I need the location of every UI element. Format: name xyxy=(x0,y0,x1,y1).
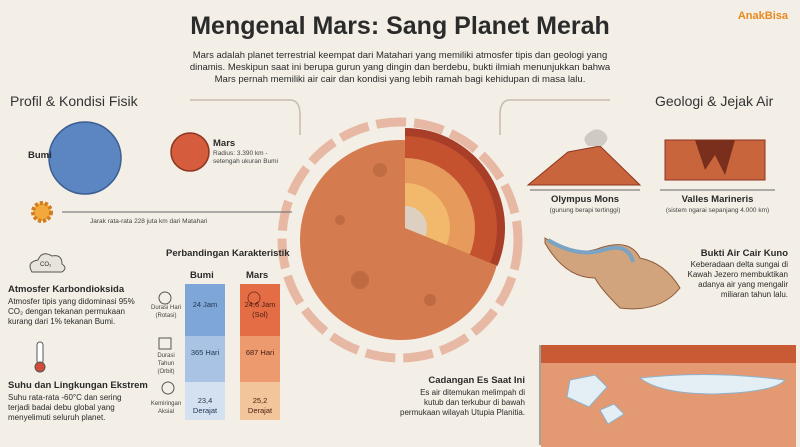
label: Bumi xyxy=(28,150,52,161)
connector xyxy=(190,99,301,135)
crater xyxy=(373,163,387,177)
caption: (sistem ngarai sepanjang 4.000 km) xyxy=(665,207,770,214)
thermometer-bulb xyxy=(34,361,46,373)
table-cell: 687 Hari xyxy=(245,348,275,357)
item-title: Atmosfer Karbondioksida xyxy=(8,284,125,295)
row-label: Kemiringan Aksial xyxy=(150,401,182,415)
item-title: Cadangan Es Saat Ini xyxy=(428,375,525,386)
row-label: Durasi Hari (Rotasi) xyxy=(150,305,181,319)
table-cell: 23,4 Derajat xyxy=(192,396,218,415)
mars-cell xyxy=(240,382,280,420)
item-text: Es air ditemukan melimpah di kutub dan t… xyxy=(400,388,525,417)
title: Mengenal Mars: Sang Planet Merah xyxy=(190,12,610,40)
bumi-cell xyxy=(185,284,225,336)
item-title: Valles Marineris xyxy=(681,194,754,205)
ice-chunk xyxy=(599,403,625,425)
item-text: Atmosfer tipis yang didominasi 95% CO₂ d… xyxy=(8,297,135,326)
caption: Jarak rata-rata 228 juta km dari Matahar… xyxy=(90,218,208,225)
thermometer xyxy=(36,341,44,365)
icon-label: CO₂ xyxy=(40,262,52,268)
caption: Radius: 3.390 km - setengah ukuran Bumi xyxy=(213,150,279,165)
earth-circle xyxy=(48,121,122,195)
clock-icon xyxy=(158,291,172,305)
ice-chunk xyxy=(566,374,608,408)
canyon xyxy=(695,140,735,175)
bumi-cell xyxy=(185,336,225,382)
caption: (gunung berapi tertinggi) xyxy=(549,207,621,214)
calendar-icon xyxy=(158,337,172,350)
table-title: Perbandingan Karakteristik xyxy=(166,248,290,259)
mars-cell xyxy=(240,336,280,382)
item-title: Bukti Air Cair Kuno xyxy=(700,248,788,259)
intro: Mars adalah planet terrestrial keempat d… xyxy=(189,50,611,85)
delta-illustration xyxy=(544,237,681,310)
table-cell: 365 Hari xyxy=(190,348,220,357)
row-label: Durasi Tahun (Orbit) xyxy=(157,353,175,375)
sun-icon xyxy=(31,201,53,223)
co2-cloud xyxy=(29,253,66,273)
bumi-cell xyxy=(185,382,225,420)
mars-cell xyxy=(240,284,280,336)
crater xyxy=(351,271,369,289)
label: Mars xyxy=(213,138,236,149)
logo: AnakBisa xyxy=(737,10,788,22)
smoke xyxy=(584,129,608,146)
item-text: Suhu rata-rata -60°C dan sering terjadi … xyxy=(8,393,122,422)
mars-circle xyxy=(170,132,210,172)
table-cell: 24 Jam xyxy=(192,300,218,309)
item-text: Keberadaan delta sungai di Kawah Jezero … xyxy=(687,260,789,299)
crater xyxy=(335,215,345,225)
surface-layer xyxy=(541,345,796,363)
section-heading: Geologi & Jejak Air xyxy=(655,93,774,109)
item-title: Olympus Mons xyxy=(550,194,620,205)
ring xyxy=(277,117,523,363)
ice-sheet xyxy=(638,373,786,395)
connector xyxy=(499,99,610,135)
column-header: Mars xyxy=(246,270,269,281)
clock-icon xyxy=(247,291,261,305)
crater xyxy=(424,294,436,306)
section-heading: Profil & Kondisi Fisik xyxy=(10,93,138,109)
tilt-icon xyxy=(161,381,175,395)
olympus-illustration xyxy=(526,145,642,186)
item-title: Suhu dan Lingkungan Ekstrem xyxy=(8,380,148,391)
table-cell: 24,6 Jam (Sol) xyxy=(244,300,276,319)
table-cell: 25,2 Derajat xyxy=(247,396,273,415)
river xyxy=(546,238,635,263)
column-header: Bumi xyxy=(190,270,214,281)
